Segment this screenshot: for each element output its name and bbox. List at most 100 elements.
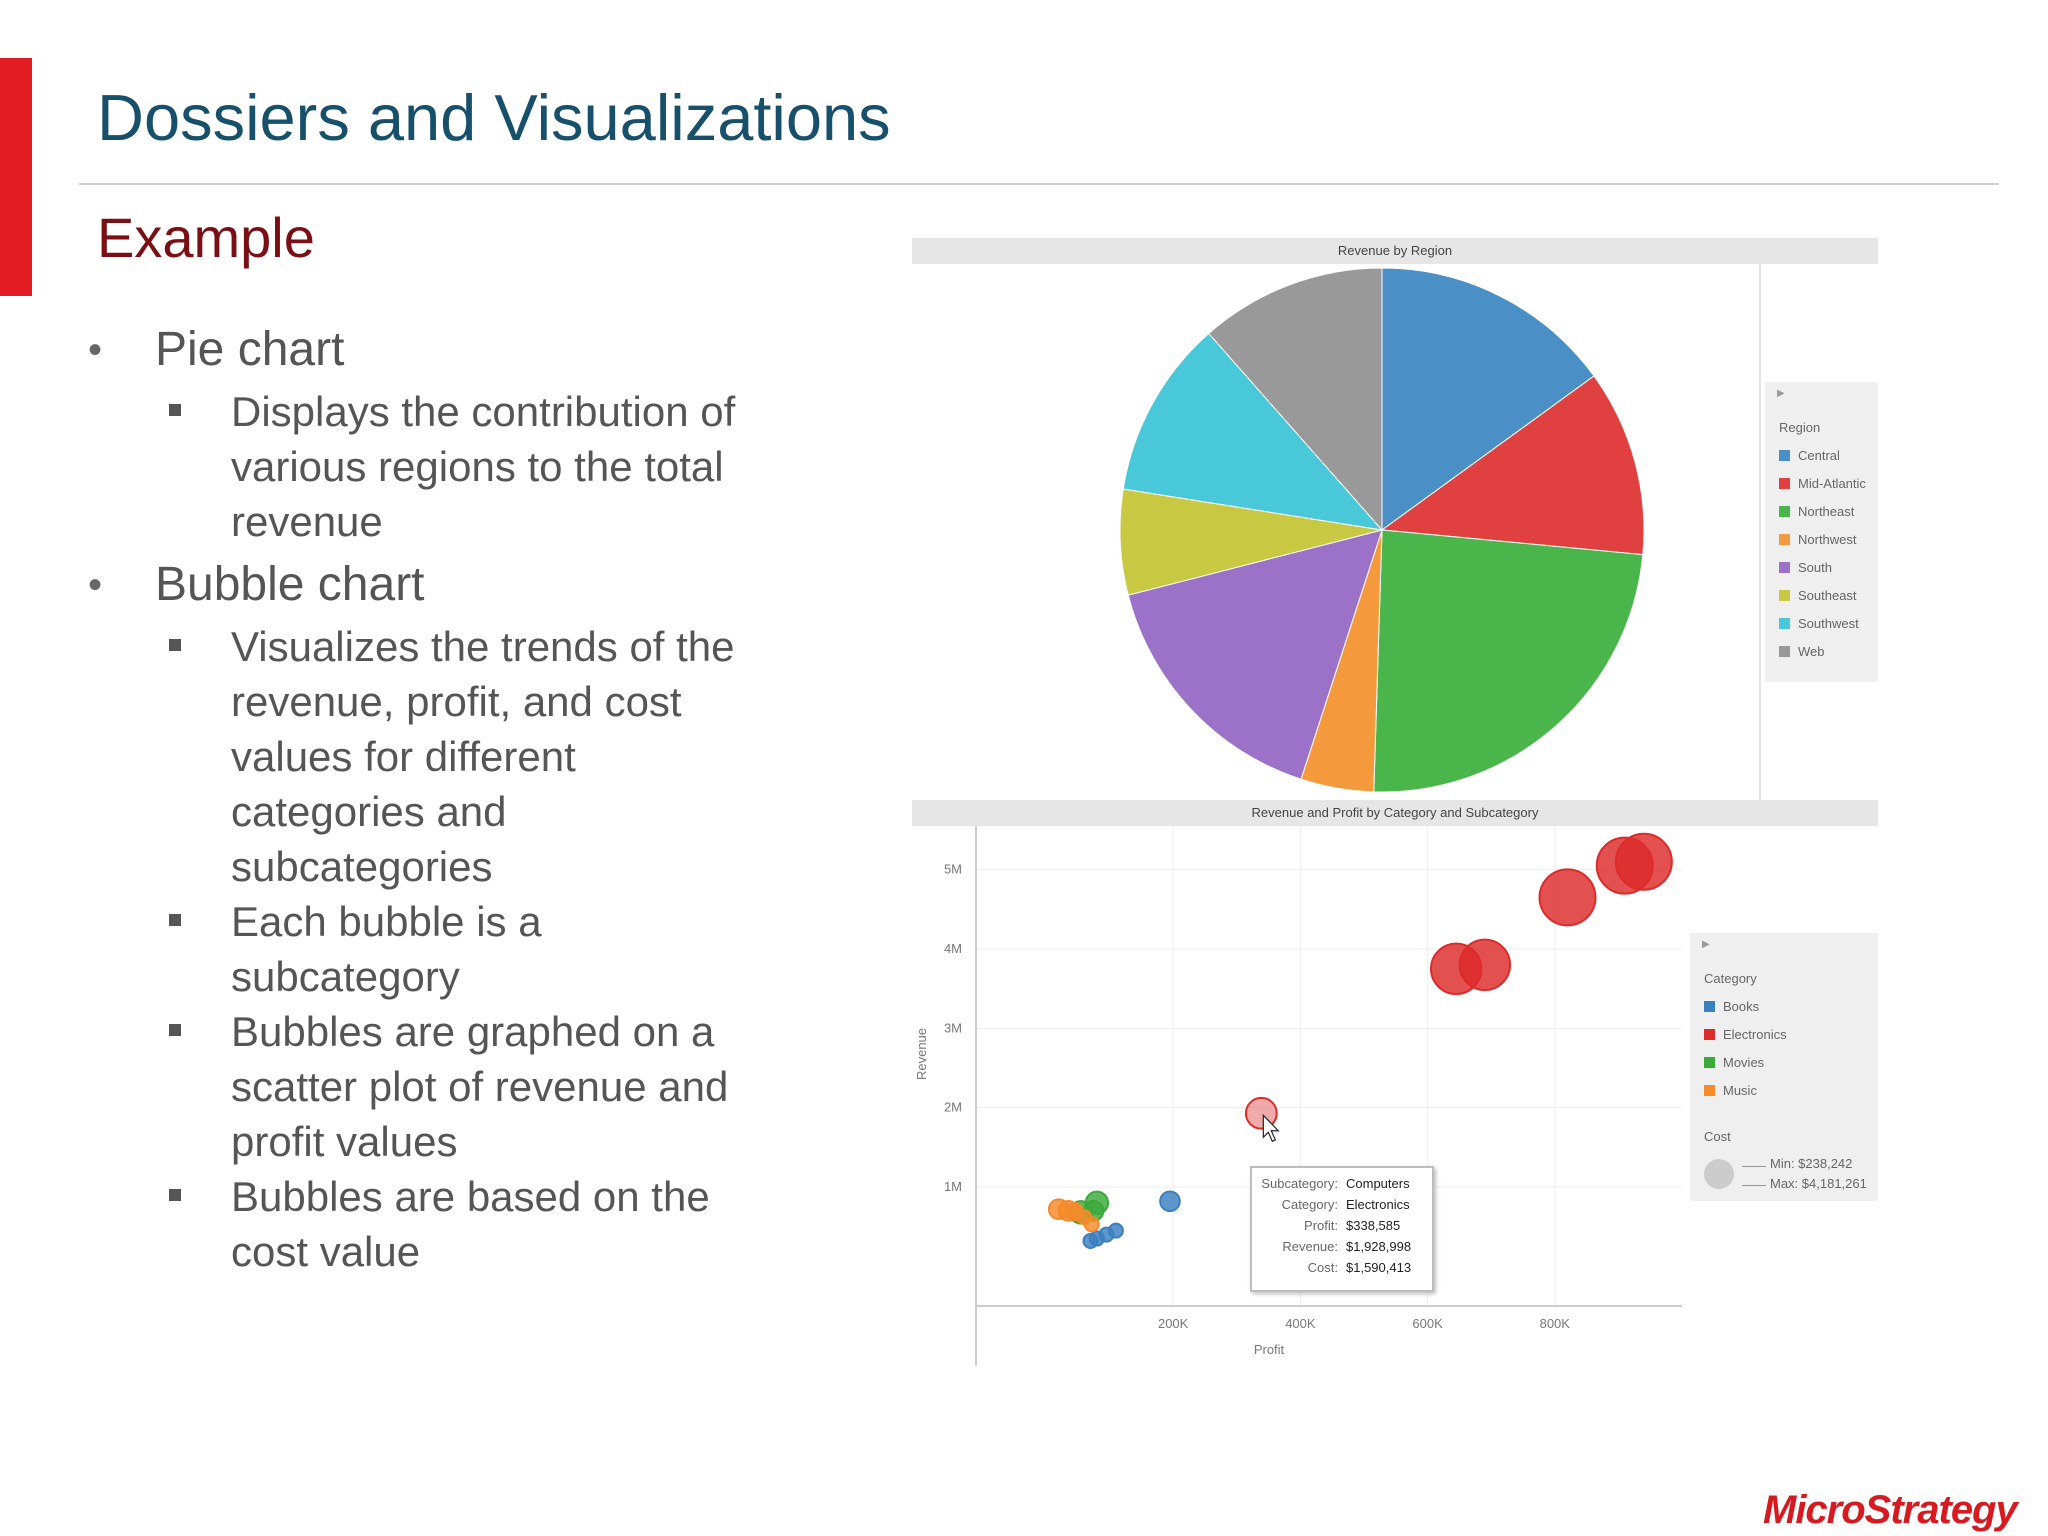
- accent-bar: [0, 58, 32, 296]
- legend-swatch: [1779, 618, 1790, 629]
- x-tick-label: 200K: [1158, 1316, 1189, 1331]
- bullet-dot-icon: •: [88, 563, 103, 607]
- square-bullet-icon: [169, 914, 181, 926]
- legend-swatch: [1779, 450, 1790, 461]
- sub-bullet: Bubbles are graphed on a scatter plot of…: [88, 1004, 848, 1169]
- legend-swatch: [1704, 1057, 1715, 1068]
- legend-label: South: [1798, 560, 1832, 575]
- bullet-bubble-chart: • Bubble chart: [88, 555, 848, 615]
- sub-bullet-line: Bubbles are graphed on a: [231, 1008, 715, 1055]
- legend-item-northwest[interactable]: Northwest: [1779, 532, 1857, 547]
- bullet-text: Pie chart: [155, 323, 345, 376]
- legend-item-central[interactable]: Central: [1779, 448, 1840, 463]
- legend-item-movies[interactable]: Movies: [1704, 1055, 1764, 1070]
- pie-slice-web[interactable]: [1208, 267, 1383, 532]
- sub-bullet-line: Bubbles are based on the: [231, 1173, 710, 1220]
- size-legend-line: [1742, 1185, 1766, 1186]
- legend-expand-icon[interactable]: ▶: [1702, 939, 1710, 950]
- sub-bullet-line: cost value: [231, 1228, 421, 1275]
- bullet-dot-icon: •: [88, 328, 103, 372]
- sub-bullet-line: subcategory: [231, 953, 460, 1000]
- size-legend-min: Min: $238,242: [1770, 1156, 1853, 1171]
- square-bullet-icon: [169, 639, 181, 651]
- x-tick-label: 600K: [1412, 1316, 1443, 1331]
- sub-bullet-line: Displays the contribution of: [231, 388, 736, 435]
- bubble-music[interactable]: [1083, 1216, 1100, 1233]
- sub-bullet-line: scatter plot of revenue and: [231, 1063, 729, 1110]
- legend-item-web[interactable]: Web: [1779, 644, 1825, 659]
- bubble-electronics[interactable]: [1595, 836, 1654, 895]
- tooltip-value: Electronics: [1346, 1197, 1410, 1212]
- legend-swatch: [1779, 506, 1790, 517]
- tooltip-key: Cost:: [1307, 1260, 1338, 1275]
- legend-item-northeast[interactable]: Northeast: [1779, 504, 1854, 519]
- tooltip-row: Category: Electronics: [1252, 1197, 1432, 1217]
- pie-slice-south[interactable]: [1127, 529, 1383, 780]
- bullet-list: • Pie chart Displays the contribution of…: [88, 320, 848, 1279]
- legend-swatch: [1779, 590, 1790, 601]
- legend-item-music[interactable]: Music: [1704, 1083, 1757, 1098]
- legend-item-books[interactable]: Books: [1704, 999, 1759, 1014]
- bubble-books[interactable]: [1159, 1190, 1181, 1213]
- size-legend-max: Max: $4,181,261: [1770, 1176, 1867, 1191]
- y-tick-label: 5M: [944, 862, 962, 877]
- pie-slice-central[interactable]: [1381, 267, 1595, 531]
- tooltip-value: Computers: [1346, 1176, 1410, 1191]
- legend-label: Southeast: [1798, 588, 1857, 603]
- legend-label: Southwest: [1798, 616, 1859, 631]
- legend-swatch: [1704, 1001, 1715, 1012]
- pie-legend: ▶ Region Central Mid-Atlantic Northeast Nor…: [1765, 382, 1878, 682]
- legend-item-southwest[interactable]: Southwest: [1779, 616, 1859, 631]
- legend-expand-icon[interactable]: ▶: [1777, 388, 1785, 399]
- pie-slice-mid-atlantic[interactable]: [1380, 375, 1645, 556]
- sub-bullet-line: Visualizes the trends of the: [231, 623, 735, 670]
- legend-label: Books: [1723, 999, 1760, 1014]
- legend-title: Category: [1704, 971, 1757, 986]
- slide-title: Dossiers and Visualizations: [97, 81, 891, 154]
- sub-bullet: Displays the contribution of various reg…: [88, 384, 848, 549]
- y-tick-label: 4M: [944, 941, 962, 956]
- size-legend-line: [1742, 1166, 1766, 1167]
- x-axis-label: Profit: [1254, 1342, 1285, 1357]
- square-bullet-icon: [169, 404, 181, 416]
- size-legend-title: Cost: [1704, 1129, 1731, 1144]
- sub-bullet: Bubbles are based on the cost value: [88, 1169, 848, 1279]
- tooltip-row: Profit: $338,585: [1252, 1218, 1432, 1238]
- tooltip-value: $1,590,413: [1346, 1260, 1412, 1275]
- square-bullet-icon: [169, 1189, 181, 1201]
- tooltip-row: Revenue: $1,928,998: [1252, 1239, 1432, 1259]
- bubble-books[interactable]: [1082, 1232, 1099, 1249]
- tooltip-value: $1,928,998: [1346, 1239, 1412, 1254]
- sub-bullet-line: categories and: [231, 788, 507, 835]
- legend-item-mid-atlantic[interactable]: Mid-Atlantic: [1779, 476, 1866, 491]
- sub-bullet-line: Each bubble is a: [231, 898, 542, 945]
- x-tick-label: 400K: [1285, 1316, 1316, 1331]
- legend-swatch: [1779, 534, 1790, 545]
- sub-bullet-line: values for different: [231, 733, 576, 780]
- pie-slice-southwest[interactable]: [1122, 332, 1384, 531]
- legend-label: Northeast: [1798, 504, 1855, 519]
- tooltip-value: $338,585: [1346, 1218, 1401, 1233]
- tooltip-key: Profit:: [1304, 1218, 1338, 1233]
- bubble-electronics[interactable]: [1538, 868, 1597, 927]
- bubble-electronics[interactable]: [1430, 942, 1483, 996]
- pie-divider: [1759, 264, 1761, 803]
- x-tick-label: 800K: [1540, 1316, 1571, 1331]
- legend-item-south[interactable]: South: [1779, 560, 1832, 575]
- tooltip-key: Revenue:: [1282, 1239, 1338, 1254]
- sub-bullet: Each bubble is a subcategory: [88, 894, 848, 1004]
- sub-bullet-line: various regions to the total: [231, 443, 724, 490]
- pie-slice-northeast[interactable]: [1373, 529, 1644, 793]
- legend-swatch: [1704, 1085, 1715, 1096]
- legend-label: Mid-Atlantic: [1798, 476, 1866, 491]
- bullet-pie-chart: • Pie chart: [88, 320, 848, 380]
- title-divider: [79, 183, 1999, 185]
- mouse-cursor-icon: [1262, 1113, 1280, 1143]
- legend-item-southeast[interactable]: Southeast: [1779, 588, 1857, 603]
- y-tick-label: 2M: [944, 1100, 962, 1115]
- pie-chart: [1119, 267, 1645, 793]
- legend-item-electronics[interactable]: Electronics: [1704, 1027, 1787, 1042]
- legend-swatch: [1779, 562, 1790, 573]
- tooltip-key: Subcategory:: [1261, 1176, 1338, 1191]
- y-tick-label: 1M: [944, 1179, 962, 1194]
